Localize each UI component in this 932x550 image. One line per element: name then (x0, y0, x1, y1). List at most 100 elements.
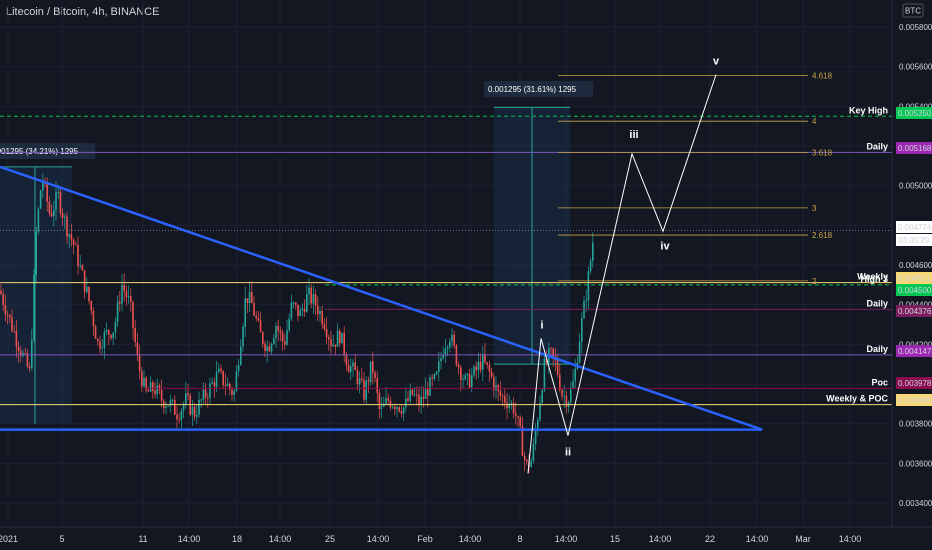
candle (297, 304, 299, 316)
candle (420, 396, 422, 406)
candle (438, 361, 440, 373)
x-tick-label: 15 (610, 534, 620, 544)
candle (365, 380, 367, 400)
candle (158, 385, 161, 391)
price-tag-label: 0.003896 (898, 396, 932, 405)
candle (561, 390, 563, 397)
candle (112, 332, 114, 339)
candle (570, 387, 572, 403)
price-tag (896, 107, 932, 119)
candle (2, 293, 4, 305)
candle (532, 443, 535, 461)
candle (59, 191, 62, 214)
candle (506, 402, 508, 409)
candle (145, 377, 147, 391)
price-tag (896, 305, 932, 317)
measure-label-bg (484, 81, 594, 97)
candle (13, 330, 15, 332)
y-tick-label: 0.005800 (899, 23, 932, 32)
candle (130, 296, 132, 302)
candle (328, 337, 330, 340)
level-label: Poc (871, 377, 888, 387)
candle (431, 377, 433, 379)
candle (127, 296, 130, 298)
candle (363, 380, 365, 400)
level-label: Daily (866, 141, 888, 151)
candle (235, 371, 238, 392)
candle (9, 314, 11, 318)
candle (209, 383, 211, 398)
candle (565, 395, 568, 408)
candle (152, 382, 154, 391)
candle (42, 181, 44, 191)
candle (339, 330, 341, 344)
candle (231, 389, 233, 395)
candle (400, 411, 403, 414)
candle (215, 371, 218, 387)
price-tag-label: 03:05:29 (898, 236, 930, 245)
candle (352, 362, 354, 367)
fib-label: 4.618 (812, 72, 833, 81)
candle (418, 394, 420, 406)
price-tag (896, 345, 932, 357)
candle (211, 382, 213, 384)
candle (240, 346, 242, 365)
x-tick-label: 14:00 (555, 534, 578, 544)
candle (86, 286, 88, 293)
candle (526, 459, 528, 462)
candle (317, 305, 319, 315)
y-tick-label: 0.003400 (899, 499, 932, 508)
price-tag (896, 284, 932, 296)
candle (264, 343, 266, 352)
candle (310, 287, 312, 304)
candle (88, 286, 90, 302)
candle (517, 416, 519, 418)
candle (26, 353, 29, 367)
y-tick-label: 0.005600 (899, 63, 932, 72)
candle (332, 344, 334, 346)
chart-title: Litecoin / Bitcoin, 4h, BINANCE (6, 6, 160, 18)
x-tick-label: Feb (417, 534, 433, 544)
candle (453, 334, 455, 346)
candle (35, 231, 37, 275)
candle (499, 390, 502, 396)
candle (220, 368, 222, 371)
level-label: Daily (866, 344, 888, 354)
candle (374, 372, 376, 379)
candle (295, 302, 297, 305)
candle (75, 244, 77, 246)
candle (174, 399, 176, 415)
candle (354, 362, 356, 371)
candle (545, 358, 548, 363)
candle (581, 318, 583, 342)
candle (372, 361, 374, 373)
candle (574, 368, 576, 381)
candle (94, 326, 97, 339)
candle (273, 337, 275, 344)
wave-label: ii (565, 447, 571, 459)
candle (185, 393, 187, 405)
candle (493, 376, 495, 390)
candle (486, 362, 488, 365)
fib-label: 3.618 (812, 148, 833, 157)
candle (108, 330, 110, 335)
price-tag (896, 377, 932, 389)
candle (121, 284, 123, 304)
candle (6, 314, 9, 316)
candle (55, 192, 57, 211)
candle (589, 260, 592, 272)
y-tick-label: 0.004600 (899, 261, 932, 270)
candle (17, 346, 20, 352)
candle (169, 400, 172, 406)
candle (68, 234, 70, 237)
x-tick-label: 2021 (0, 534, 18, 544)
candle (244, 298, 246, 327)
candle (475, 366, 477, 371)
candle (413, 394, 416, 396)
candle (103, 332, 106, 348)
price-tag-label: 0.005350 (898, 109, 932, 118)
candle (101, 347, 103, 349)
candle (490, 371, 493, 377)
candle (70, 234, 73, 240)
